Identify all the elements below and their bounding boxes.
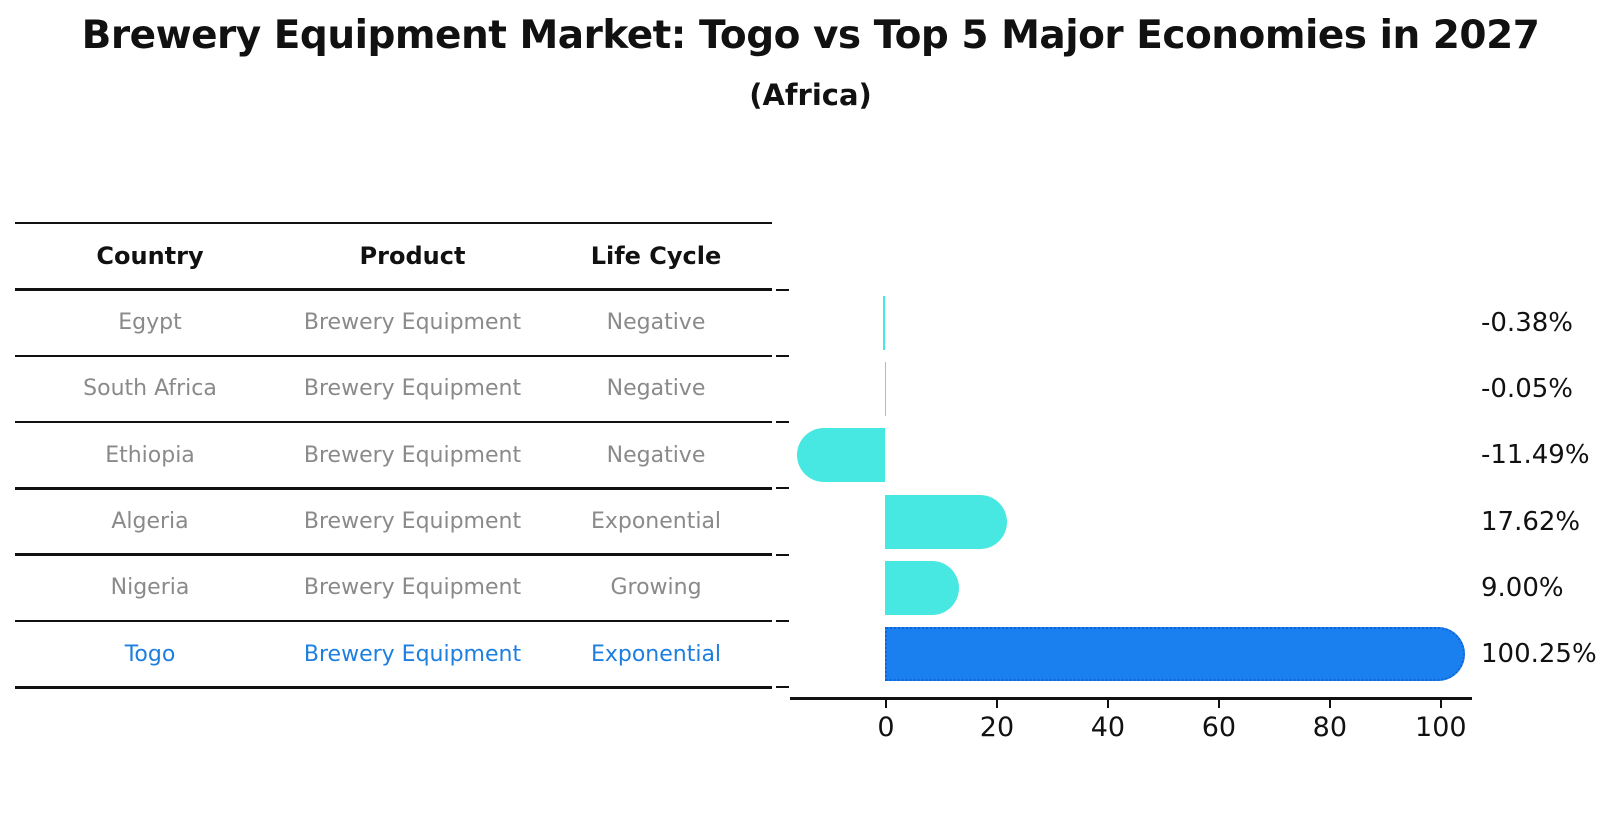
y-axis-tick: [776, 288, 789, 291]
y-axis-tick: [776, 620, 789, 622]
table-cell-country: Togo: [124, 641, 176, 667]
table-cell-life-cycle: Growing: [610, 575, 702, 601]
table-cell-country: Ethiopia: [105, 442, 195, 468]
y-axis-tick: [776, 553, 789, 556]
x-axis-tick: [885, 699, 887, 708]
table-row: Togo Brewery Equipment Exponential: [15, 621, 772, 687]
x-axis-tick-label: 20: [979, 712, 1015, 743]
bar-nigeria: [885, 560, 959, 615]
table-cell-product: Brewery Equipment: [303, 376, 522, 402]
table-row: Egypt Brewery Equipment Negative: [15, 290, 772, 356]
x-axis-tick: [1328, 699, 1331, 708]
x-axis-tick-label: 100: [1415, 712, 1467, 743]
bar-value-label: 17.62%: [1481, 506, 1581, 537]
x-axis-tick-label: 80: [1312, 712, 1347, 743]
table-row-rule: [15, 354, 772, 358]
table-row-rule: [15, 553, 772, 556]
table-header-row: Country Product Life Cycle: [15, 223, 772, 290]
x-axis-line: [790, 697, 1472, 700]
x-axis-tick: [1439, 699, 1442, 708]
table-row-rule: [15, 487, 772, 490]
table-cell-product: Brewery Equipment: [303, 509, 522, 535]
table-row: Algeria Brewery Equipment Exponential: [15, 488, 772, 554]
y-axis-tick: [776, 354, 789, 357]
table-row-rule: [15, 420, 772, 424]
table-cell-product: Brewery Equipment: [303, 442, 522, 468]
table-header-rule: [15, 288, 772, 291]
y-axis-tick: [776, 686, 789, 689]
bar-egypt: [882, 295, 885, 350]
table-cell-country: South Africa: [83, 376, 217, 402]
x-axis-tick-label: 0: [877, 712, 895, 743]
table-cell-country: Egypt: [118, 310, 182, 336]
table-row-rule: [15, 686, 772, 689]
table-cell-product: Brewery Equipment: [303, 310, 522, 336]
table-cell-country: Nigeria: [110, 575, 190, 601]
bar-value-label: -0.38%: [1481, 307, 1573, 338]
y-axis-tick: [776, 487, 789, 490]
x-axis-tick: [995, 699, 998, 708]
chart-title: Brewery Equipment Market: Togo vs Top 5 …: [81, 13, 1540, 58]
bar-value-label: 100.25%: [1481, 639, 1597, 670]
bar-algeria: [885, 494, 1007, 549]
column-header-product: Product: [359, 242, 466, 271]
table-row: Ethiopia Brewery Equipment Negative: [15, 422, 772, 488]
x-axis-tick-label: 40: [1090, 712, 1126, 743]
bar-value-label: -0.05%: [1481, 373, 1573, 404]
bar-value-label: -11.49%: [1481, 440, 1590, 471]
bar-ethiopia: [797, 428, 885, 483]
table-top-rule: [15, 221, 772, 225]
table-cell-life-cycle: Negative: [606, 442, 706, 468]
y-axis-tick: [776, 421, 789, 424]
x-axis-tick-label: 60: [1201, 712, 1237, 743]
x-axis-tick: [1106, 699, 1109, 708]
table-cell-product: Brewery Equipment: [303, 641, 522, 667]
table-row-rule: [15, 619, 772, 623]
column-header-country: Country: [96, 242, 204, 271]
table-row: Nigeria Brewery Equipment Growing: [15, 555, 772, 621]
table-cell-life-cycle: Exponential: [590, 641, 722, 667]
bar-togo-highlighted: [885, 627, 1466, 682]
bar-value-label: 9.00%: [1481, 572, 1564, 603]
table-row: South Africa Brewery Equipment Negative: [15, 356, 772, 422]
table-cell-life-cycle: Negative: [606, 376, 706, 402]
column-header-life-cycle: Life Cycle: [590, 242, 722, 271]
table-cell-life-cycle: Exponential: [590, 509, 722, 535]
table-cell-product: Brewery Equipment: [303, 575, 522, 601]
x-axis-tick: [1217, 699, 1220, 708]
chart-subtitle: (Africa): [749, 78, 872, 112]
table-cell-country: Algeria: [111, 509, 189, 535]
table-cell-life-cycle: Negative: [606, 310, 706, 336]
